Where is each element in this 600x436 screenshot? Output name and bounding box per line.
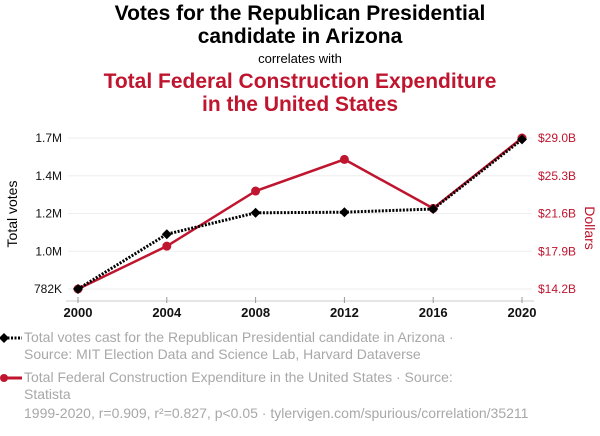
y-right-tick-label: $21.6B: [538, 207, 576, 221]
chart-subtitle-line1: Total Federal Construction Expenditure: [103, 70, 497, 93]
y-right-tick-label: $14.2B: [538, 282, 576, 296]
series-line-votes: [77, 138, 523, 291]
y-axis-right-ticks: $14.2B $17.9B $21.6B $25.3B $29.0B: [538, 131, 576, 296]
y-axis-right-label: Dollars: [582, 206, 598, 250]
y-left-tick-label: 1.2M: [35, 207, 62, 221]
y-left-tick-label: 1.7M: [35, 131, 62, 145]
data-point-expenditure: [162, 241, 172, 251]
data-point-votes: [161, 229, 172, 240]
legend-expenditure-line1: Total Federal Construction Expenditure i…: [24, 369, 453, 385]
y-right-tick-label: $29.0B: [538, 131, 576, 145]
y-axis-left-ticks: 782K 1.0M 1.2M 1.4M 1.7M: [34, 131, 62, 296]
data-point-votes: [339, 207, 350, 218]
correlates-with-label: correlates with: [258, 51, 342, 66]
legend-expenditure-icon: [0, 374, 22, 382]
legend-item-expenditure: Total Federal Construction Expenditure i…: [24, 369, 494, 403]
chart-title-line2: candidate in Arizona: [197, 25, 403, 48]
chart-subtitle-line2: in the United States: [201, 93, 399, 116]
data-point-votes: [250, 207, 261, 218]
y-left-tick-label: 782K: [34, 282, 62, 296]
series-group: [73, 133, 527, 295]
y-left-tick-label: 1.4M: [35, 169, 62, 183]
y-axis-left-label: Total votes: [4, 181, 20, 248]
chart-title: Votes for the Republican Presidential ca…: [0, 2, 600, 48]
y-right-tick-label: $17.9B: [538, 244, 576, 258]
footer-stats: 1999-2020, r=0.909, r²=0.827, p<0.05 · t…: [24, 405, 529, 421]
chart-subtitle: Total Federal Construction Expenditure i…: [0, 70, 600, 116]
chart-title-line1: Votes for the Republican Presidential: [114, 2, 486, 25]
y-right-tick-label: $25.3B: [538, 169, 576, 183]
x-tick-label: 2016: [419, 305, 448, 320]
y-left-tick-label: 1.0M: [35, 244, 62, 258]
legend-expenditure-line2: Statista: [24, 386, 71, 402]
legend-votes-line2: Source: MIT Election Data and Science La…: [24, 346, 421, 362]
legend-votes-icon: [0, 333, 22, 343]
x-tick-label: 2000: [64, 305, 93, 320]
x-tick-label: 2012: [330, 305, 359, 320]
x-tick-label: 2004: [152, 305, 182, 320]
legend-votes-line1: Total votes cast for the Republican Pres…: [24, 329, 454, 345]
legend-item-votes: Total votes cast for the Republican Pres…: [24, 329, 494, 363]
data-point-expenditure: [339, 154, 349, 164]
x-tick-label: 2020: [508, 305, 537, 320]
x-tick-label: 2008: [241, 305, 270, 320]
gridlines: [68, 137, 532, 290]
data-point-votes: [73, 284, 83, 295]
data-point-votes: [517, 134, 527, 145]
data-point-expenditure: [251, 186, 261, 196]
data-point-votes: [428, 204, 439, 215]
x-axis-ticks: 2000 2004 2008 2012 2016 2020: [64, 297, 537, 320]
